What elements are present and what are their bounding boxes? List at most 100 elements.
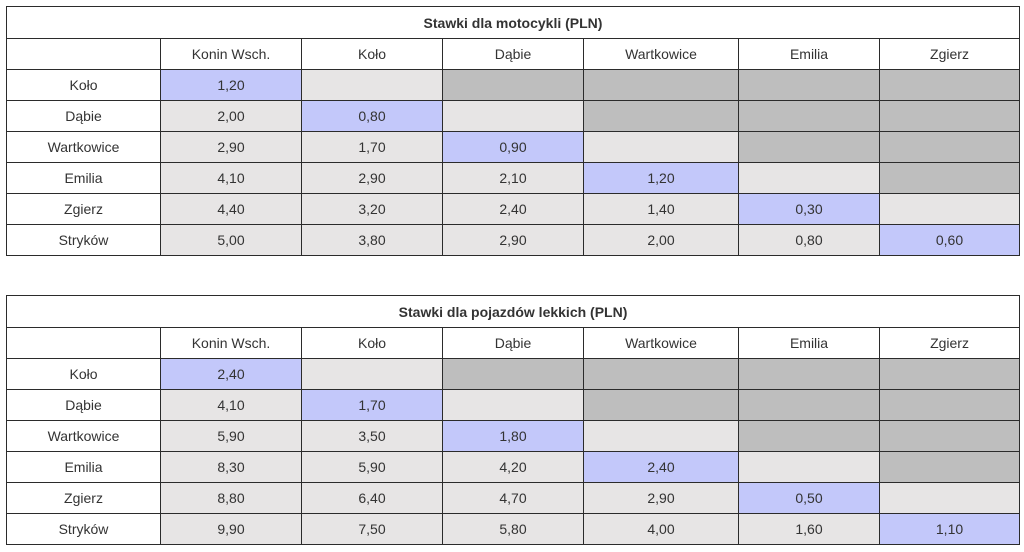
- table-row: Wartkowice 2,90 1,70 0,90: [6, 131, 1021, 163]
- empty-cell: [301, 358, 443, 390]
- rate-cell: 8,80: [160, 482, 302, 514]
- rate-cell: 0,90: [442, 131, 584, 163]
- table-row: Zgierz 4,40 3,20 2,40 1,40 0,30: [6, 193, 1021, 225]
- rate-cell: 4,00: [583, 513, 739, 545]
- row-header: Dąbie: [6, 389, 161, 421]
- column-header: Wartkowice: [583, 38, 739, 70]
- corner-cell: [6, 38, 161, 70]
- empty-cell: [738, 389, 880, 421]
- empty-cell: [878, 100, 1021, 132]
- column-header: Zgierz: [878, 327, 1021, 359]
- table-title: Stawki dla motocykli (PLN): [5, 6, 1021, 39]
- rate-cell: 2,90: [160, 131, 302, 163]
- rate-cell: 4,70: [442, 482, 584, 514]
- rate-cell: 1,20: [583, 162, 739, 194]
- row-header: Koło: [6, 69, 161, 101]
- rate-cell: 0,80: [301, 100, 443, 132]
- empty-cell: [583, 100, 739, 132]
- row-header: Stryków: [6, 513, 161, 545]
- rate-cell: 0,30: [738, 193, 880, 225]
- empty-cell: [738, 100, 880, 132]
- rate-cell: 2,40: [583, 451, 739, 483]
- rate-cell: 1,80: [442, 420, 584, 452]
- empty-cell: [738, 131, 880, 163]
- rate-cell: 1,70: [301, 389, 443, 421]
- rate-cell: 4,10: [160, 389, 302, 421]
- rate-cell: 0,80: [738, 224, 880, 256]
- rate-cell: 1,40: [583, 193, 739, 225]
- light-vehicle-rates-table: Stawki dla pojazdów lekkich (PLN) Konin …: [5, 295, 1021, 545]
- rate-cell: 3,80: [301, 224, 443, 256]
- empty-cell: [738, 358, 880, 390]
- empty-cell: [878, 131, 1021, 163]
- column-header: Emilia: [738, 38, 880, 70]
- rate-cell: 1,70: [301, 131, 443, 163]
- row-header: Stryków: [6, 224, 161, 256]
- column-header: Dąbie: [442, 327, 584, 359]
- table-row: Stryków 5,00 3,80 2,90 2,00 0,80 0,60: [6, 224, 1021, 256]
- column-header: Dąbie: [442, 38, 584, 70]
- empty-cell: [878, 451, 1021, 483]
- column-header: Koło: [301, 38, 443, 70]
- empty-cell: [583, 131, 739, 163]
- rate-cell: 9,90: [160, 513, 302, 545]
- empty-cell: [583, 420, 739, 452]
- rate-cell: 5,80: [442, 513, 584, 545]
- empty-cell: [442, 358, 584, 390]
- rate-cell: 4,10: [160, 162, 302, 194]
- rate-cell: 0,50: [738, 482, 880, 514]
- empty-cell: [738, 420, 880, 452]
- table-row: Wartkowice 5,90 3,50 1,80: [6, 420, 1021, 452]
- table-row: Stryków 9,90 7,50 5,80 4,00 1,60 1,10: [6, 513, 1021, 545]
- row-header: Dąbie: [6, 100, 161, 132]
- empty-cell: [442, 100, 584, 132]
- empty-cell: [738, 451, 880, 483]
- rate-cell: 2,90: [301, 162, 443, 194]
- empty-cell: [583, 358, 739, 390]
- rate-cell: 5,90: [160, 420, 302, 452]
- motorcycle-rates-table: Stawki dla motocykli (PLN) Konin Wsch. K…: [5, 6, 1021, 256]
- column-header: Zgierz: [878, 38, 1021, 70]
- empty-cell: [301, 69, 443, 101]
- column-header: Emilia: [738, 327, 880, 359]
- column-header: Konin Wsch.: [160, 327, 302, 359]
- row-header: Zgierz: [6, 193, 161, 225]
- empty-cell: [878, 482, 1021, 514]
- rate-cell: 5,90: [301, 451, 443, 483]
- column-header: Konin Wsch.: [160, 38, 302, 70]
- table-row: Emilia 4,10 2,90 2,10 1,20: [6, 162, 1021, 194]
- rate-cell: 1,60: [738, 513, 880, 545]
- empty-cell: [442, 389, 584, 421]
- row-header: Wartkowice: [6, 131, 161, 163]
- table-title: Stawki dla pojazdów lekkich (PLN): [5, 295, 1021, 328]
- rate-cell: 2,90: [583, 482, 739, 514]
- table-row: Zgierz 8,80 6,40 4,70 2,90 0,50: [6, 482, 1021, 514]
- table-row: Dąbie 2,00 0,80: [6, 100, 1021, 132]
- column-header: Wartkowice: [583, 327, 739, 359]
- rate-cell: 8,30: [160, 451, 302, 483]
- table-row: Dąbie 4,10 1,70: [6, 389, 1021, 421]
- rate-cell: 6,40: [301, 482, 443, 514]
- table-row: Emilia 8,30 5,90 4,20 2,40: [6, 451, 1021, 483]
- empty-cell: [878, 69, 1021, 101]
- row-header: Koło: [6, 358, 161, 390]
- rate-cell: 2,00: [583, 224, 739, 256]
- row-header: Emilia: [6, 162, 161, 194]
- row-header: Wartkowice: [6, 420, 161, 452]
- table-row: Koło 1,20: [6, 69, 1021, 101]
- empty-cell: [878, 358, 1021, 390]
- rate-cell: 4,20: [442, 451, 584, 483]
- rate-cell: 5,00: [160, 224, 302, 256]
- empty-cell: [583, 69, 739, 101]
- rate-cell: 2,10: [442, 162, 584, 194]
- empty-cell: [878, 420, 1021, 452]
- rate-cell: 1,10: [878, 513, 1021, 545]
- row-header: Zgierz: [6, 482, 161, 514]
- empty-cell: [878, 193, 1021, 225]
- rate-cell: 3,20: [301, 193, 443, 225]
- rate-cell: 0,60: [878, 224, 1021, 256]
- empty-cell: [583, 389, 739, 421]
- rate-cell: 3,50: [301, 420, 443, 452]
- rate-cell: 2,40: [160, 358, 302, 390]
- empty-cell: [738, 69, 880, 101]
